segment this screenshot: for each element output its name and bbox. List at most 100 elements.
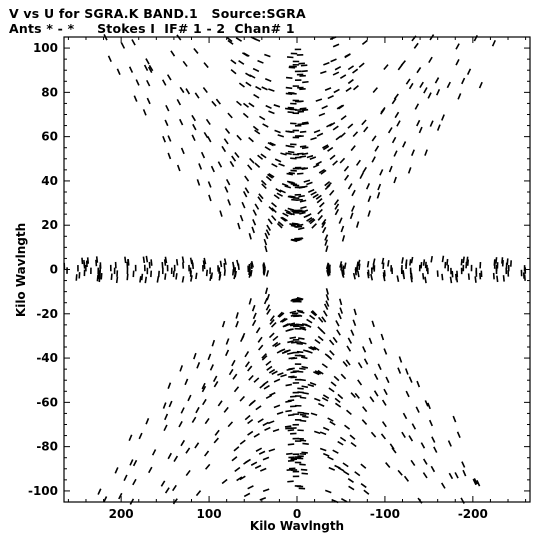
uv-sample-mark	[332, 71, 340, 76]
uv-sample-mark	[418, 126, 423, 134]
uv-sample-mark	[98, 275, 101, 283]
uv-sample-mark	[213, 437, 219, 444]
uv-sample-mark	[277, 134, 285, 138]
uv-sample-mark	[182, 60, 188, 67]
uv-sample-mark	[280, 152, 287, 156]
uv-sample-mark	[274, 342, 281, 348]
uv-sample-mark	[307, 383, 315, 388]
uv-sample-mark	[457, 93, 462, 100]
uv-sample-mark	[239, 439, 246, 445]
uv-sample-mark	[250, 461, 258, 466]
uv-sample-mark	[268, 172, 275, 178]
uv-sample-mark	[128, 434, 133, 442]
uv-sample-mark	[266, 224, 272, 231]
uv-sample-mark	[329, 339, 335, 346]
uv-sample-mark	[333, 199, 340, 206]
uv-sample-mark	[95, 259, 98, 267]
uv-sample-mark	[166, 74, 172, 81]
uv-sample-mark	[329, 189, 335, 196]
uv-sample-mark	[142, 256, 146, 264]
uv-sample-mark	[329, 420, 336, 426]
uv-sample-mark	[204, 450, 210, 457]
uv-sample-mark	[300, 64, 308, 67]
uv-sample-mark	[299, 88, 306, 91]
uv-sample-mark	[285, 427, 292, 430]
uv-sample-mark	[306, 154, 314, 159]
uv-sample-mark	[410, 459, 416, 467]
uv-sample-mark	[287, 413, 295, 417]
uv-sample-mark	[358, 62, 365, 68]
uv-sample-mark	[419, 81, 424, 88]
uv-sample-mark	[422, 472, 428, 479]
uv-sample-mark	[180, 147, 185, 155]
uv-sample-mark	[278, 312, 285, 318]
uv-sample-mark	[325, 294, 330, 301]
uv-sample-mark	[236, 259, 240, 267]
uv-sample-mark	[277, 311, 284, 318]
uv-sample-mark	[100, 273, 103, 280]
uv-sample-mark	[271, 207, 277, 214]
uv-sample-mark	[146, 79, 151, 87]
uv-sample-mark	[344, 174, 350, 181]
uv-sample-mark	[339, 74, 347, 79]
uv-sample-mark	[479, 272, 482, 280]
uv-sample-mark	[268, 368, 276, 374]
uv-sample-mark	[269, 319, 275, 325]
uv-sample-mark	[316, 132, 324, 137]
uv-sample-mark	[323, 61, 330, 66]
uv-sample-mark	[350, 145, 356, 152]
uv-sample-mark	[179, 86, 185, 94]
uv-sample-mark	[284, 185, 292, 189]
uv-sample-mark	[178, 420, 183, 428]
uv-sample-mark	[353, 308, 357, 316]
uv-sample-mark	[382, 262, 385, 269]
uv-sample-mark	[274, 129, 281, 134]
uv-sample-mark	[340, 225, 345, 233]
uv-sample-mark	[350, 392, 357, 398]
uv-sample-mark	[132, 478, 137, 486]
uv-sample-mark	[342, 268, 345, 275]
uv-sample-mark	[290, 183, 298, 186]
uv-sample-mark	[382, 274, 386, 282]
uv-sample-mark	[466, 68, 472, 75]
uv-sample-mark	[478, 81, 483, 89]
uv-sample-mark	[260, 467, 267, 472]
uv-sample-mark	[288, 171, 296, 175]
uv-sample-mark	[279, 317, 286, 323]
uv-sample-mark	[352, 319, 357, 327]
uv-sample-mark	[292, 300, 299, 303]
uv-sample-mark	[233, 446, 240, 452]
uv-sample-mark	[329, 36, 337, 40]
uv-sample-mark	[142, 109, 147, 116]
uv-sample-mark	[268, 448, 276, 452]
uv-sample-mark	[238, 82, 245, 88]
uv-sample-mark	[234, 466, 241, 473]
uv-sample-mark	[299, 325, 306, 329]
uv-sample-mark	[361, 119, 367, 126]
uv-sample-mark	[161, 79, 167, 86]
uv-sample-mark	[190, 275, 193, 282]
uv-sample-mark	[253, 37, 261, 42]
uv-sample-mark	[248, 102, 255, 108]
uv-sample-mark	[255, 85, 262, 91]
uv-sample-mark	[223, 269, 226, 276]
uv-sample-mark	[397, 469, 403, 476]
uv-sample-mark	[347, 478, 354, 483]
uv-sample-mark	[203, 257, 207, 265]
uv-sample-mark	[129, 459, 134, 466]
uv-sample-mark	[271, 215, 277, 221]
uv-sample-mark	[327, 95, 334, 100]
uv-sample-mark	[232, 261, 235, 269]
uv-sample-mark	[286, 56, 294, 59]
uv-sample-mark	[317, 208, 323, 215]
uv-sample-mark	[253, 377, 260, 383]
uv-sample-mark	[354, 268, 357, 276]
uv-sample-mark	[422, 273, 425, 280]
uv-sample-mark	[349, 434, 356, 440]
uv-sample-mark	[167, 452, 172, 460]
uv-sample-mark	[328, 387, 335, 393]
uv-sample-mark	[185, 447, 191, 454]
uv-sample-mark	[301, 167, 309, 171]
uv-sample-mark	[317, 214, 323, 221]
